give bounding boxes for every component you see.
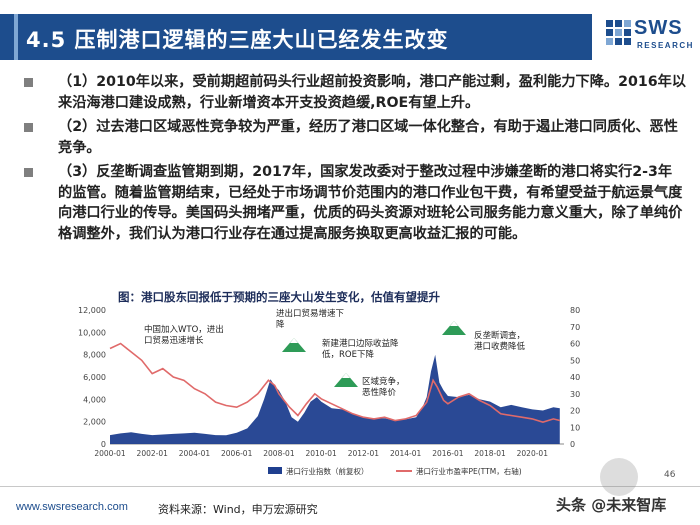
chart-title: 图：港口股东回报低于预期的三座大山发生变化，估值有望提升 [118,290,440,304]
y-right-tick-label: 50 [570,356,580,365]
title-accent [14,14,18,60]
y-left-tick-label: 2,000 [83,418,106,427]
y-right-tick-label: 70 [570,323,580,332]
chart-annotation: 进出口贸易增速下 [276,308,345,319]
sws-logo: SWS RESEARCH [604,16,692,56]
bullet-text: （1）2010年以来，受前期超前码头行业超前投资影响，港口产能过剩，盈利能力下降… [58,74,686,111]
legend-label-index: 港口行业指数（前复权） [286,466,369,476]
y-right-tick-label: 30 [570,390,580,399]
footer-divider [0,486,700,487]
logo-word: SWS [634,17,683,39]
chart-annotation: 恶性降价 [362,387,397,398]
mountain-icon [334,373,358,387]
watermark-circle [600,458,638,496]
bullet-item: （2）过去港口区域恶性竞争较为严重，经历了港口区域一体化整合，有助于遏止港口同质… [18,117,686,158]
page-title: 4.5 压制港口逻辑的三座大山已经发生改变 [26,28,449,52]
y-right-tick-label: 0 [570,440,575,449]
bullet-square-icon [24,78,33,87]
series-area-port-index [110,354,560,444]
x-tick-label: 2008-01 [263,449,295,458]
x-tick-label: 2000-01 [94,449,126,458]
title-bar: 4.5 压制港口逻辑的三座大山已经发生改变 [0,14,592,60]
y-left-tick-label: 8,000 [83,351,106,360]
bullet-text: （2）过去港口区域恶性竞争较为严重，经历了港口区域一体化整合，有助于遏止港口同质… [58,119,678,156]
chart-annotation: 中国加入WTO，进出 [144,324,224,335]
y-right-tick-label: 40 [570,373,580,382]
y-left-tick-label: 4,000 [83,395,106,404]
sws-grid-icon [606,20,631,45]
bullet-square-icon [24,168,33,177]
mountain-peak-shape [282,338,306,352]
y-left-tick-label: 10,000 [78,328,106,337]
mountain-peak-shape [334,373,358,387]
page-number: 46 [664,470,676,480]
chart-annotation: 口贸易迅速增长 [144,335,204,346]
mountain-icon [442,321,466,335]
port-index-chart: 0 2,000 4,000 6,000 8,000 10,000 12,000 0 10 20 30… [78,306,580,476]
footer-url[interactable]: www.swsresearch.com [16,501,128,513]
bullet-item: （1）2010年以来，受前期超前码头行业超前投资影响，港口产能过剩，盈利能力下降… [18,72,686,113]
x-tick-label: 2010-01 [305,449,337,458]
y-left-tick-label: 12,000 [78,306,106,315]
chart-annotation: 区域竞争， [362,376,405,387]
x-tick-label: 2006-01 [221,449,253,458]
chart-annotation: 低，ROE下降 [322,349,374,360]
mountain-icon [282,338,306,352]
y-right-tick-label: 10 [570,423,580,432]
bullet-square-icon [24,123,33,132]
chart-annotation: 港口收费降低 [474,341,526,352]
x-tick-label: 2014-01 [390,449,422,458]
series-line-pe [109,342,560,424]
x-tick-label: 2002-01 [137,449,169,458]
x-tick-label: 2018-01 [474,449,506,458]
y-right-tick-label: 80 [570,306,580,315]
x-tick-label: 2016-01 [432,449,464,458]
legend-swatch-index [268,467,282,474]
watermark: 头条 @未来智库 [556,496,667,514]
x-tick-label: 2012-01 [348,449,380,458]
chart-annotation: 降 [276,319,285,330]
y-right-tick-label: 20 [570,407,580,416]
chart-annotation: 新建港口边际收益降 [322,338,399,349]
x-tick-label: 2004-01 [179,449,211,458]
mountain-peak-shape [442,321,466,335]
bullet-item: （3）反垄断调查监管期到期，2017年，国家发改委对于整改过程中涉嫌垄断的港口将… [18,162,686,244]
x-tick-label: 2020-01 [517,449,549,458]
y-left-tick-label: 6,000 [83,373,106,382]
footer-source: 资料来源：Wind，申万宏源研究 [158,503,318,516]
y-right-tick-label: 60 [570,340,580,349]
y-left-tick-label: 0 [101,440,106,449]
mountain-snow-shape [290,338,298,343]
mountain-snow-shape [342,373,350,378]
chart-annotation: 反垄断调查， [474,330,525,341]
legend-label-pe: 港口行业市盈率PE(TTM，右轴) [416,466,522,476]
mountain-snow-shape [450,321,458,326]
logo-sub: RESEARCH [637,41,694,50]
bullet-text: （3）反垄断调查监管期到期，2017年，国家发改委对于整改过程中涉嫌垄断的港口将… [58,164,683,242]
bullet-list: （1）2010年以来，受前期超前码头行业超前投资影响，港口产能过剩，盈利能力下降… [18,72,686,248]
